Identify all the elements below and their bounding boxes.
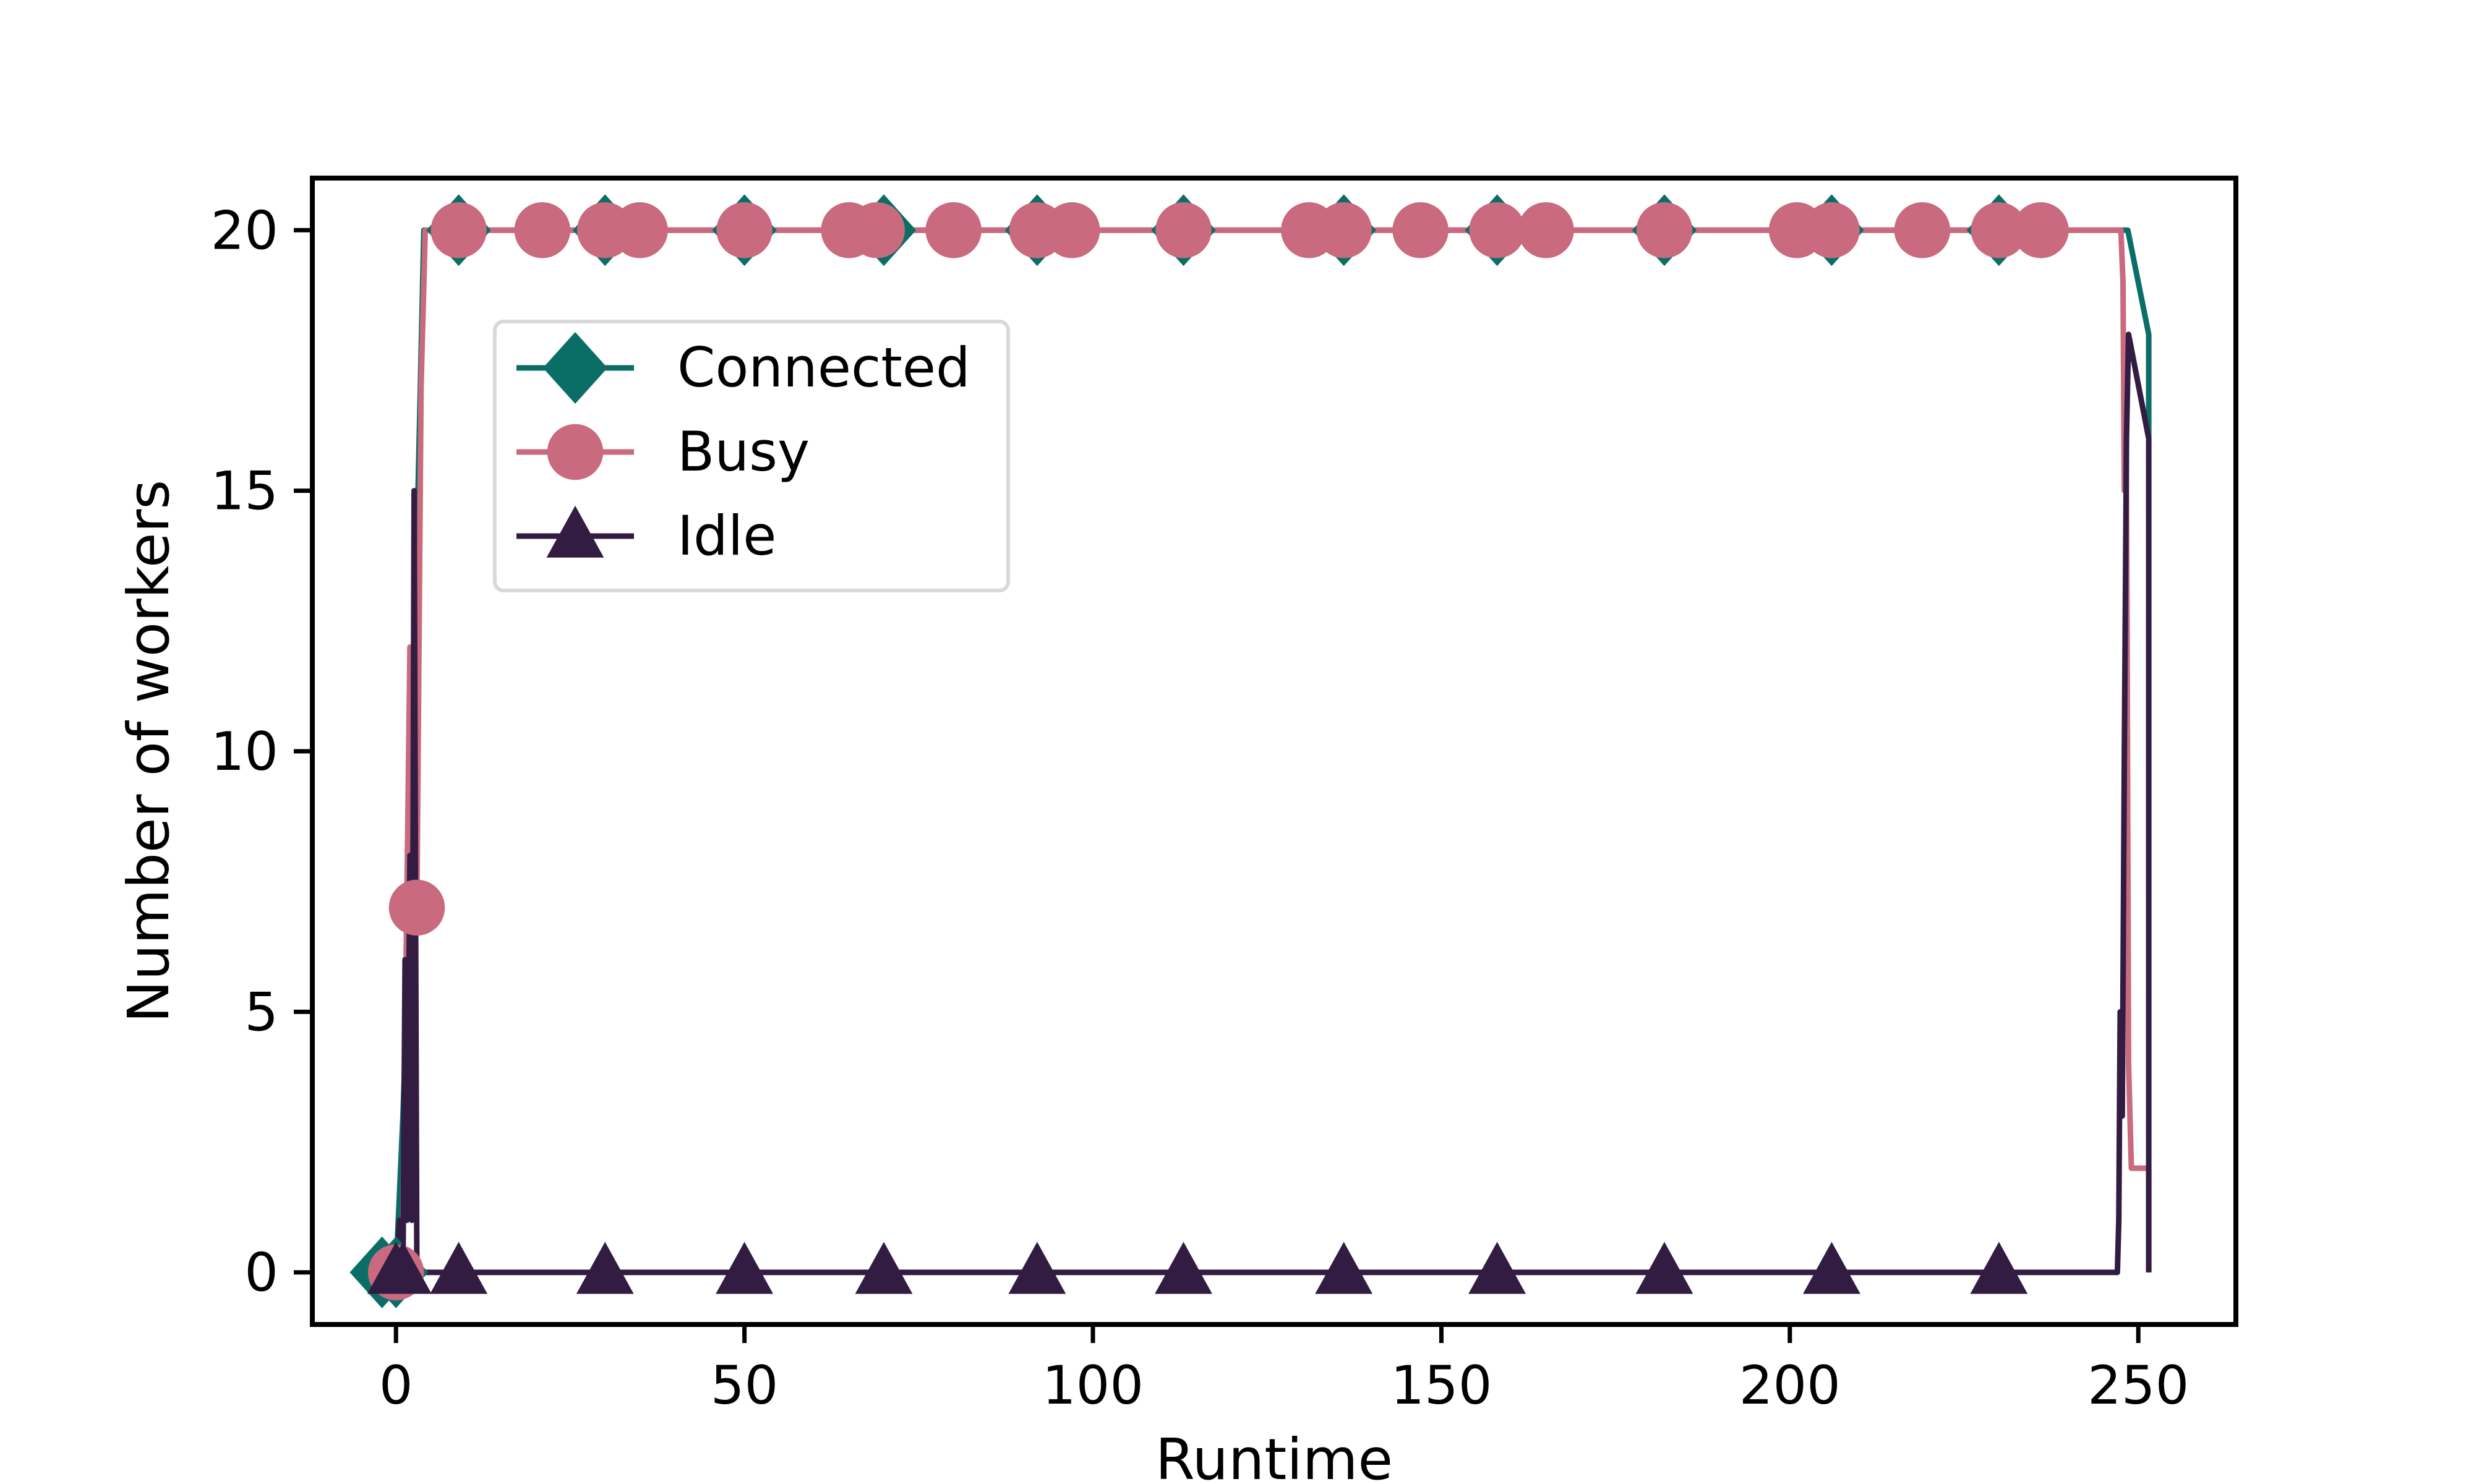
- legend-marker-busy: [547, 424, 604, 480]
- data-point-busy: [1155, 202, 1212, 258]
- y-axis: 0 5 10 15 20: [211, 200, 312, 1304]
- data-point-idle: [1155, 1242, 1212, 1294]
- x-tick-label: 100: [1042, 1355, 1144, 1417]
- data-point-busy: [2013, 202, 2069, 258]
- data-point-busy: [1894, 202, 1951, 258]
- x-axis-label: Runtime: [1155, 1426, 1393, 1484]
- y-tick-label: 20: [211, 200, 278, 262]
- data-point-busy: [612, 202, 668, 258]
- data-point-idle: [855, 1242, 913, 1294]
- legend-label-busy: Busy: [677, 420, 810, 484]
- data-point-busy: [1392, 202, 1449, 258]
- data-point-idle: [1970, 1242, 2028, 1294]
- data-point-idle: [1803, 1242, 1860, 1294]
- data-point-idle: [1635, 1242, 1693, 1294]
- y-tick-label: 10: [211, 721, 278, 783]
- data-point-busy: [1804, 202, 1860, 258]
- legend: Connected Busy Idle: [493, 320, 1010, 592]
- legend-label-idle: Idle: [677, 504, 776, 568]
- y-axis-label: Number of workers: [116, 480, 182, 1023]
- series-layer: [393, 227, 2152, 1276]
- data-point-idle: [1468, 1242, 1526, 1294]
- legend-box: [493, 320, 1010, 592]
- x-tick-label: 50: [711, 1355, 778, 1417]
- data-point-idle: [430, 1242, 488, 1294]
- data-point-busy: [1971, 202, 2027, 258]
- data-point-busy: [1636, 202, 1693, 258]
- x-tick-label: 250: [2087, 1355, 2189, 1417]
- data-point-idle: [1008, 1242, 1066, 1294]
- data-point-idle: [576, 1242, 634, 1294]
- legend-label-connected: Connected: [677, 336, 970, 399]
- data-point-idle: [716, 1242, 774, 1294]
- legend-marker-connected: [542, 332, 608, 404]
- data-point-busy: [1469, 202, 1525, 258]
- data-point-busy: [1316, 202, 1372, 258]
- data-point-busy: [1043, 202, 1100, 258]
- x-tick-label: 200: [1739, 1355, 1841, 1417]
- data-point-busy: [716, 202, 773, 258]
- legend-marker-idle: [546, 505, 604, 558]
- data-point-busy: [430, 202, 487, 258]
- y-tick-label: 0: [244, 1242, 278, 1304]
- y-tick-label: 5: [244, 981, 278, 1043]
- series-line-idle: [393, 331, 2152, 1276]
- data-point-busy: [1518, 202, 1574, 258]
- x-tick-label: 150: [1390, 1355, 1492, 1417]
- y-tick-label: 15: [211, 461, 278, 522]
- data-point-idle: [374, 1242, 432, 1294]
- x-axis: 0 50 100 150 200 250: [379, 1324, 2189, 1417]
- data-point-busy: [925, 202, 982, 258]
- data-point-idle: [1315, 1242, 1373, 1294]
- data-point-busy: [514, 202, 571, 258]
- data-point-busy: [849, 202, 905, 258]
- markers-layer: [349, 194, 2069, 1308]
- data-point-busy: [388, 879, 445, 936]
- x-tick-label: 0: [379, 1355, 413, 1417]
